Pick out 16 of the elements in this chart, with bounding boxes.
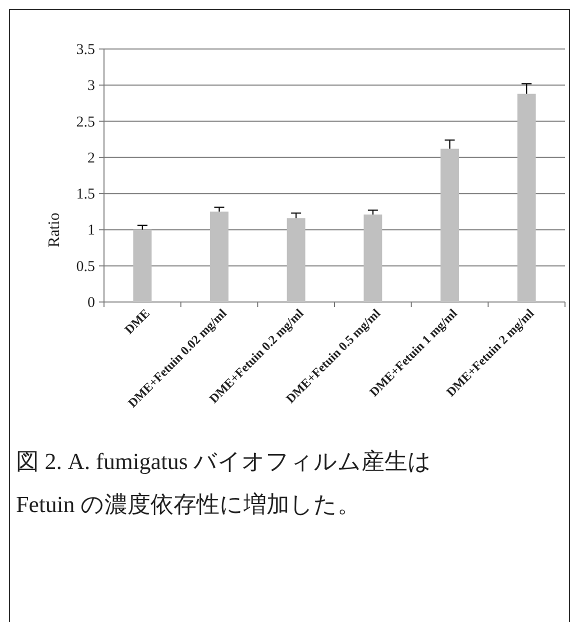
bar xyxy=(517,94,536,302)
bar xyxy=(286,218,306,302)
y-tick-label: 2.5 xyxy=(76,114,95,130)
y-tick-label: 0 xyxy=(88,295,95,311)
y-tick-label: 1.5 xyxy=(76,186,95,203)
caption: 図 2. A. fumigatus バイオフィルム産生はFetuin の濃度依存性に増加した。 xyxy=(16,448,433,519)
y-tick-label: 3 xyxy=(88,78,95,94)
bar xyxy=(364,214,382,302)
y-axis-title: Ratio xyxy=(46,212,63,248)
bar xyxy=(133,230,152,302)
y-tick-label: 1 xyxy=(88,222,95,239)
y-tick-label: 3.5 xyxy=(76,42,95,58)
y-tick-label: 0.5 xyxy=(76,258,95,275)
bar xyxy=(210,212,228,302)
y-tick-label: 2 xyxy=(88,150,95,166)
bar xyxy=(440,148,459,302)
